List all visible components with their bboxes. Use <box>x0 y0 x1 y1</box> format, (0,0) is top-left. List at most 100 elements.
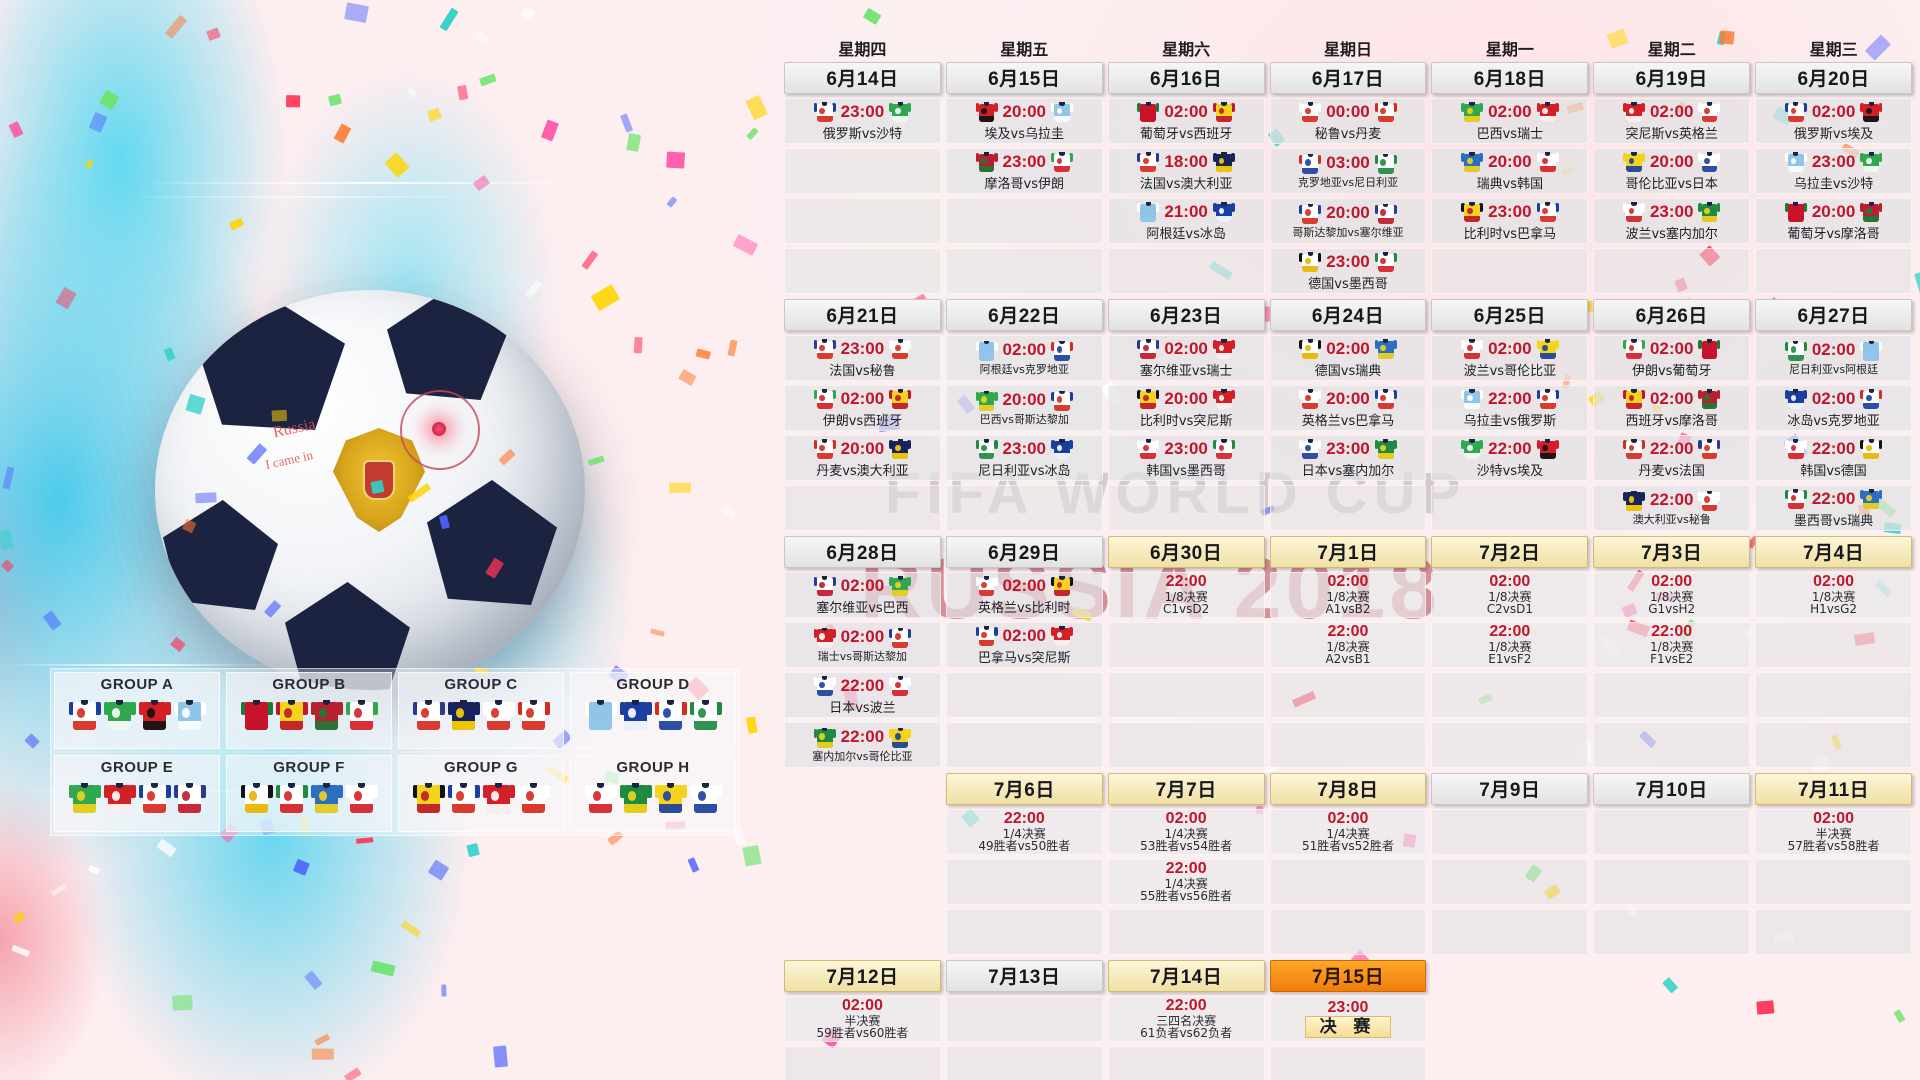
date-header-7月10日[interactable]: 7月10日 <box>1593 773 1751 805</box>
knockout-cell[interactable]: 02:00 1/8决赛 C2vsD1 <box>1431 572 1589 618</box>
match-cell[interactable]: 02:00 塞尔维亚vs巴西 <box>784 572 941 618</box>
match-cell[interactable]: 03:00 克罗地亚vs尼日利亚 <box>1269 148 1427 194</box>
date-header-7月8日[interactable]: 7月8日 <box>1269 773 1427 805</box>
match-cell[interactable]: 22:00 塞内加尔vs哥伦比亚 <box>784 722 941 768</box>
final-match-cell[interactable]: 23:00 决 赛 <box>1269 996 1427 1042</box>
match-cell[interactable]: 20:00 巴西vs哥斯达黎加 <box>945 385 1103 431</box>
match-cell[interactable]: 18:00 法国vs澳大利亚 <box>1107 148 1265 194</box>
group-card-D[interactable]: GROUP D <box>570 672 736 749</box>
match-cell[interactable]: 22:00 丹麦vs法国 <box>1593 435 1751 481</box>
match-cell[interactable]: 22:00 乌拉圭vs俄罗斯 <box>1431 385 1589 431</box>
group-card-B[interactable]: GROUP B <box>226 672 392 749</box>
knockout-cell[interactable]: 02:00 1/8决赛 A1vsB2 <box>1269 572 1427 618</box>
group-card-H[interactable]: GROUP H <box>570 755 736 832</box>
match-cell[interactable]: 20:00 丹麦vs澳大利亚 <box>784 435 941 481</box>
knockout-cell[interactable]: 22:00 1/8决赛 E1vsF2 <box>1431 622 1589 668</box>
date-header-6月27日[interactable]: 6月27日 <box>1755 299 1912 331</box>
match-cell[interactable]: 02:00 波兰vs哥伦比亚 <box>1431 335 1589 381</box>
date-header-7月14日[interactable]: 7月14日 <box>1107 960 1265 992</box>
date-header-6月24日[interactable]: 6月24日 <box>1269 299 1427 331</box>
match-cell[interactable]: 02:00 巴拿马vs突尼斯 <box>945 622 1103 668</box>
match-cell[interactable]: 02:00 塞尔维亚vs瑞士 <box>1107 335 1265 381</box>
date-header-6月23日[interactable]: 6月23日 <box>1107 299 1265 331</box>
date-header-7月6日[interactable]: 7月6日 <box>945 773 1103 805</box>
date-header-7月7日[interactable]: 7月7日 <box>1107 773 1265 805</box>
date-header-7月15日[interactable]: 7月15日 <box>1269 960 1427 992</box>
match-cell[interactable]: 00:00 秘鲁vs丹麦 <box>1269 98 1427 144</box>
date-header-7月9日[interactable]: 7月9日 <box>1431 773 1589 805</box>
date-header-6月19日[interactable]: 6月19日 <box>1593 62 1751 94</box>
match-cell[interactable]: 02:00 俄罗斯vs埃及 <box>1755 98 1912 144</box>
match-cell[interactable]: 23:00 比利时vs巴拿马 <box>1431 198 1589 244</box>
match-cell[interactable]: 02:00 葡萄牙vs西班牙 <box>1107 98 1265 144</box>
knockout-cell[interactable]: 02:00 半决赛 57胜者vs58胜者 <box>1755 809 1912 855</box>
knockout-cell[interactable]: 02:00 1/4决赛 53胜者vs54胜者 <box>1107 809 1265 855</box>
date-header-6月26日[interactable]: 6月26日 <box>1593 299 1751 331</box>
match-cell[interactable]: 20:00 埃及vs乌拉圭 <box>945 98 1103 144</box>
match-cell[interactable]: 02:00 西班牙vs摩洛哥 <box>1593 385 1751 431</box>
match-cell[interactable]: 20:00 英格兰vs巴拿马 <box>1269 385 1427 431</box>
match-cell[interactable]: 02:00 德国vs瑞典 <box>1269 335 1427 381</box>
match-cell[interactable]: 23:00 乌拉圭vs沙特 <box>1755 148 1912 194</box>
knockout-cell[interactable]: 22:00 1/8决赛 C1vsD2 <box>1107 572 1265 618</box>
match-cell[interactable]: 22:00 日本vs波兰 <box>784 672 941 718</box>
date-header-6月16日[interactable]: 6月16日 <box>1107 62 1265 94</box>
knockout-cell[interactable]: 22:00 1/4决赛 55胜者vs56胜者 <box>1107 859 1265 905</box>
match-cell[interactable]: 02:00 伊朗vs西班牙 <box>784 385 941 431</box>
match-cell[interactable]: 02:00 冰岛vs克罗地亚 <box>1755 385 1912 431</box>
date-header-6月25日[interactable]: 6月25日 <box>1431 299 1589 331</box>
match-cell[interactable]: 02:00 尼日利亚vs阿根廷 <box>1755 335 1912 381</box>
date-header-7月11日[interactable]: 7月11日 <box>1755 773 1912 805</box>
knockout-cell[interactable]: 02:00 1/8决赛 H1vsG2 <box>1755 572 1912 618</box>
match-cell[interactable]: 22:00 澳大利亚vs秘鲁 <box>1593 485 1751 531</box>
group-card-C[interactable]: GROUP C <box>398 672 564 749</box>
group-card-G[interactable]: GROUP G <box>398 755 564 832</box>
match-cell[interactable]: 02:00 突尼斯vs英格兰 <box>1593 98 1751 144</box>
match-cell[interactable]: 02:00 伊朗vs葡萄牙 <box>1593 335 1751 381</box>
match-cell[interactable]: 20:00 瑞典vs韩国 <box>1431 148 1589 194</box>
match-cell[interactable]: 02:00 英格兰vs比利时 <box>945 572 1103 618</box>
match-cell[interactable]: 22:00 韩国vs德国 <box>1755 435 1912 481</box>
match-cell[interactable]: 23:00 德国vs墨西哥 <box>1269 248 1427 294</box>
group-card-F[interactable]: GROUP F <box>226 755 392 832</box>
date-header-7月4日[interactable]: 7月4日 <box>1755 536 1912 568</box>
match-cell[interactable]: 02:00 阿根廷vs克罗地亚 <box>945 335 1103 381</box>
match-cell[interactable]: 23:00 法国vs秘鲁 <box>784 335 941 381</box>
knockout-cell[interactable]: 22:00 1/8决赛 F1vsE2 <box>1593 622 1751 668</box>
date-header-6月18日[interactable]: 6月18日 <box>1431 62 1589 94</box>
knockout-cell[interactable]: 02:00 1/4决赛 51胜者vs52胜者 <box>1269 809 1427 855</box>
date-header-6月17日[interactable]: 6月17日 <box>1269 62 1427 94</box>
date-header-6月30日[interactable]: 6月30日 <box>1107 536 1265 568</box>
date-header-7月12日[interactable]: 7月12日 <box>784 960 941 992</box>
group-card-E[interactable]: GROUP E <box>54 755 220 832</box>
knockout-cell[interactable]: 22:00 1/4决赛 49胜者vs50胜者 <box>945 809 1103 855</box>
match-cell[interactable]: 23:00 波兰vs塞内加尔 <box>1593 198 1751 244</box>
match-cell[interactable]: 23:00 俄罗斯vs沙特 <box>784 98 941 144</box>
match-cell[interactable]: 20:00 哥斯达黎加vs塞尔维亚 <box>1269 198 1427 244</box>
date-header-6月15日[interactable]: 6月15日 <box>945 62 1103 94</box>
match-cell[interactable]: 23:00 韩国vs墨西哥 <box>1107 435 1265 481</box>
date-header-6月29日[interactable]: 6月29日 <box>945 536 1103 568</box>
knockout-cell[interactable]: 02:00 半决赛 59胜者vs60胜者 <box>784 996 941 1042</box>
match-cell[interactable]: 20:00 葡萄牙vs摩洛哥 <box>1755 198 1912 244</box>
date-header-6月20日[interactable]: 6月20日 <box>1755 62 1912 94</box>
knockout-cell[interactable]: 22:00 三四名决赛 61负者vs62负者 <box>1107 996 1265 1042</box>
date-header-7月2日[interactable]: 7月2日 <box>1431 536 1589 568</box>
match-cell[interactable]: 22:00 墨西哥vs瑞典 <box>1755 485 1912 531</box>
match-cell[interactable]: 02:00 巴西vs瑞士 <box>1431 98 1589 144</box>
match-cell[interactable]: 23:00 尼日利亚vs冰岛 <box>945 435 1103 481</box>
match-cell[interactable]: 22:00 沙特vs埃及 <box>1431 435 1589 481</box>
date-header-7月1日[interactable]: 7月1日 <box>1269 536 1427 568</box>
group-card-A[interactable]: GROUP A <box>54 672 220 749</box>
date-header-6月22日[interactable]: 6月22日 <box>945 299 1103 331</box>
date-header-6月21日[interactable]: 6月21日 <box>784 299 941 331</box>
date-header-7月13日[interactable]: 7月13日 <box>945 960 1103 992</box>
match-cell[interactable]: 20:00 比利时vs突尼斯 <box>1107 385 1265 431</box>
date-header-6月14日[interactable]: 6月14日 <box>784 62 941 94</box>
date-header-7月3日[interactable]: 7月3日 <box>1593 536 1751 568</box>
knockout-cell[interactable]: 22:00 1/8决赛 A2vsB1 <box>1269 622 1427 668</box>
match-cell[interactable]: 02:00 瑞士vs哥斯达黎加 <box>784 622 941 668</box>
match-cell[interactable]: 23:00 日本vs塞内加尔 <box>1269 435 1427 481</box>
date-header-6月28日[interactable]: 6月28日 <box>784 536 941 568</box>
knockout-cell[interactable]: 02:00 1/8决赛 G1vsH2 <box>1593 572 1751 618</box>
